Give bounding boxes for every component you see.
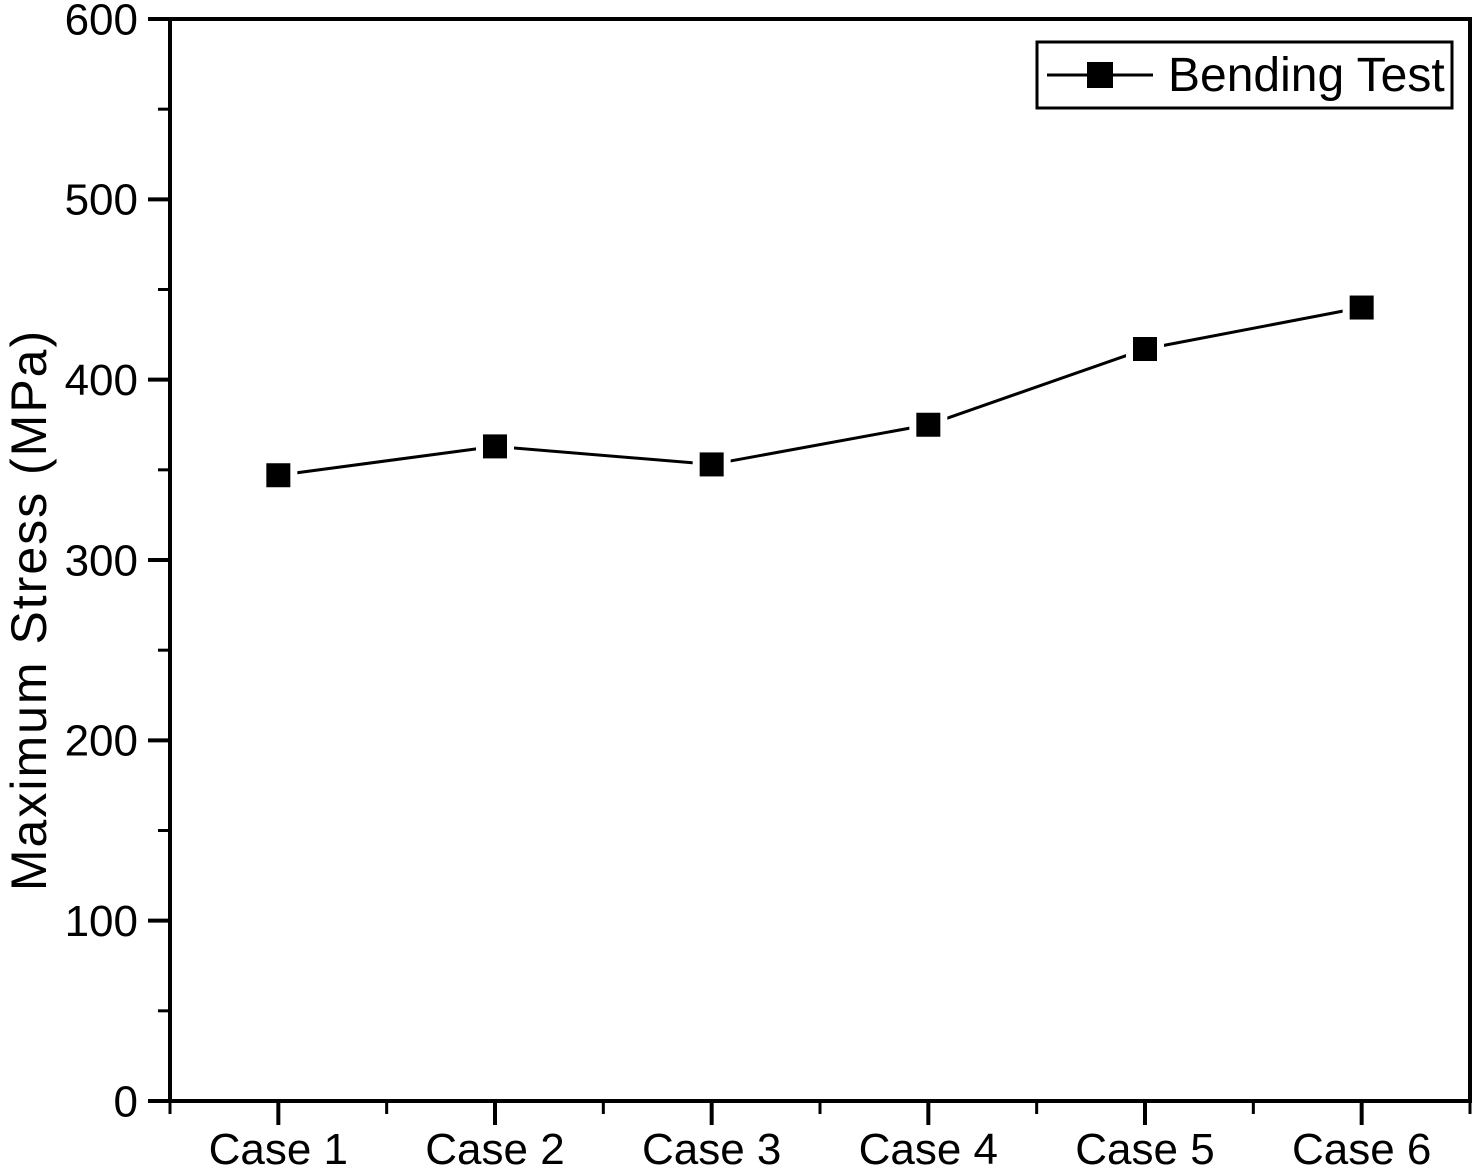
x-tick-label: Case 4 <box>859 1125 998 1172</box>
y-tick-label: 0 <box>114 1077 138 1126</box>
y-tick-label: 300 <box>65 536 138 585</box>
legend-label: Bending Test <box>1168 49 1445 102</box>
x-tick-label: Case 2 <box>425 1125 564 1172</box>
x-tick-label: Case 3 <box>642 1125 781 1172</box>
data-point-case-5 <box>1133 337 1157 362</box>
x-tick-label: Case 6 <box>1292 1125 1431 1172</box>
legend-marker-square <box>1087 62 1113 88</box>
y-axis-title: Maximum Stress (MPa) <box>1 329 57 891</box>
data-point-case-2 <box>483 434 507 459</box>
y-tick-label: 200 <box>65 717 138 766</box>
y-tick-label: 600 <box>65 0 138 44</box>
data-point-case-3 <box>699 452 724 477</box>
x-tick-label: Case 1 <box>209 1125 348 1172</box>
plot-border <box>168 17 1472 1103</box>
data-point-case-4 <box>916 412 941 437</box>
legend-border <box>1035 40 1454 110</box>
series-line <box>278 306 1362 477</box>
y-tick-label: 400 <box>65 356 138 405</box>
legend: Bending Test <box>1035 40 1454 110</box>
data-point-case-1 <box>266 463 291 488</box>
x-tick-label: Case 5 <box>1075 1125 1214 1172</box>
data-point-case-6 <box>1349 295 1374 320</box>
plot-area: 0 100 200 300 400 500 600 Case 1 Case 2 Case 3 Cas… <box>65 0 1472 1172</box>
y-tick-label: 100 <box>65 897 138 946</box>
y-tick-label: 500 <box>65 176 138 225</box>
